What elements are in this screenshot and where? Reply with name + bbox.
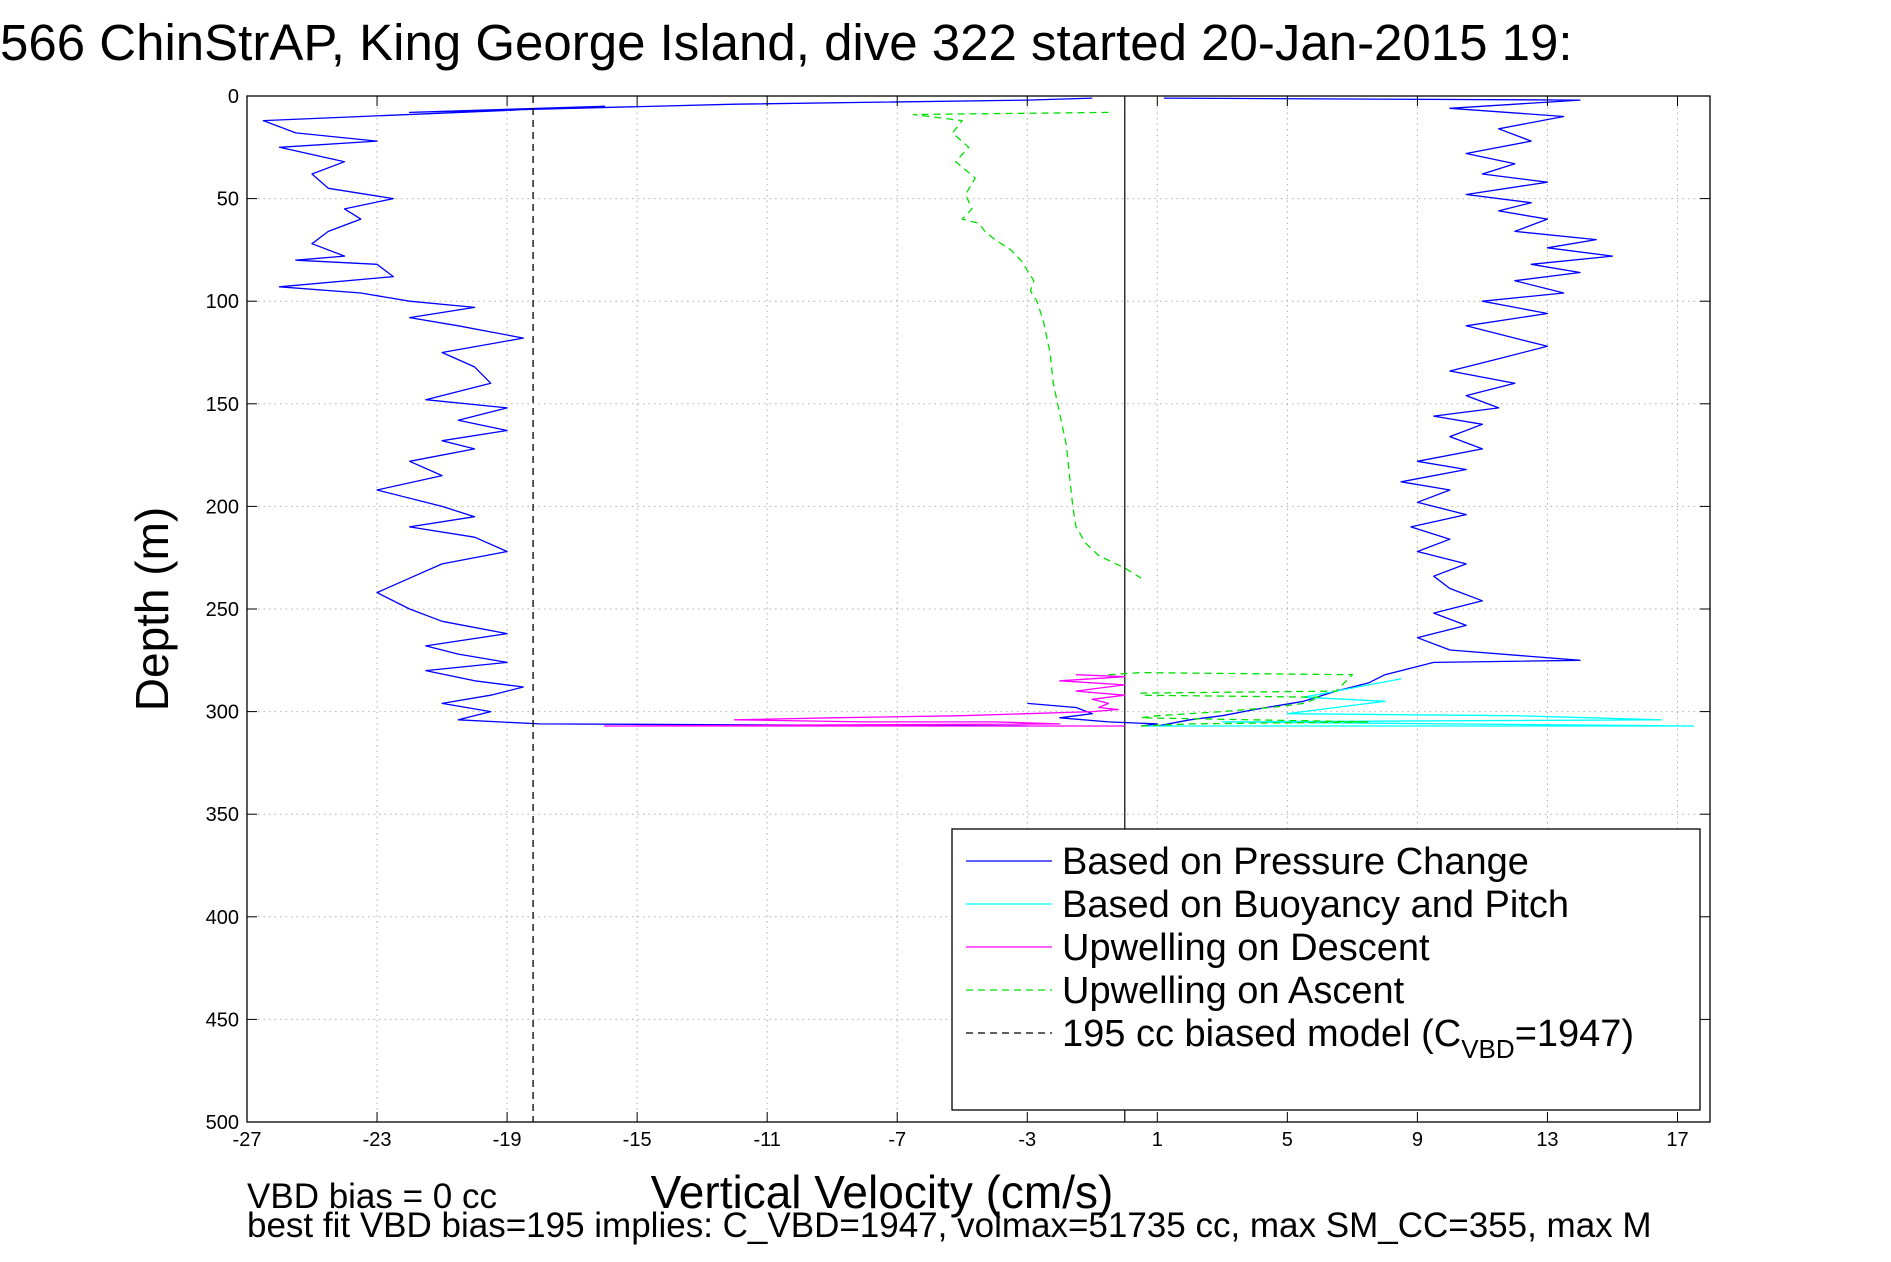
x-tick-label: 5 [1282,1129,1293,1151]
vbd-bias-note: VBD bias = 0 cc [247,1177,497,1216]
y-tick-label: 150 [206,394,239,416]
y-tick-label: 250 [206,599,239,621]
y-axis-title: Depth (m) [126,507,178,711]
best-fit-note: best fit VBD bias=195 implies: C_VBD=194… [247,1206,1652,1245]
x-tick-label: 9 [1412,1129,1423,1151]
y-tick-label: 350 [206,804,239,826]
y-tick-label: 100 [206,291,239,313]
x-tick-label: -3 [1018,1129,1036,1151]
legend-label: Upwelling on Ascent [1062,970,1405,1012]
x-tick-label: -23 [363,1129,392,1151]
x-tick-label: 17 [1666,1129,1688,1151]
x-axis-title: Vertical Velocity (cm/s) [651,1166,1114,1218]
series-line-upwelling-on-descent [603,674,1126,727]
x-axis-ticks: -27 -23 -19 -15 -11 -7 -3 1 5 9 13 17 [233,96,1689,1151]
series-line-based-on-pressure-change [1027,702,1158,727]
series-line-upwelling-on-ascent [912,111,1142,579]
y-tick-label: 300 [206,702,239,724]
legend-label: Based on Pressure Change [1062,841,1529,883]
x-tick-label: -27 [233,1129,262,1151]
x-tick-label: -19 [493,1129,522,1151]
y-tick-label: 200 [206,496,239,518]
y-tick-label: 0 [228,86,239,108]
plot-series [262,96,1695,1122]
series-line-based-on-pressure-change [262,97,1093,727]
legend-label: Based on Buoyancy and Pitch [1062,884,1569,926]
x-tick-label: -11 [753,1129,780,1151]
series-line-based-on-pressure-change [1157,97,1614,727]
y-tick-label: 500 [206,1112,239,1134]
legend-label: Upwelling on Descent [1062,927,1430,969]
x-tick-label: 13 [1536,1129,1558,1151]
series-line-upwelling-on-ascent [1108,671,1370,727]
y-tick-label: 50 [217,189,239,211]
x-tick-label: 1 [1152,1129,1163,1151]
series-line-based-on-buoyancy-and-pitch [1141,678,1695,727]
y-tick-label: 450 [206,1009,239,1031]
chart-title: 566 ChinStrAP, King George Island, dive … [0,14,1573,71]
x-tick-label: -15 [623,1129,652,1151]
y-axis-ticks: 0 50 100 150 200 250 300 350 400 450 500 [206,86,1710,1134]
legend-box [951,828,1701,1111]
y-tick-label: 400 [206,907,239,929]
x-tick-label: -7 [888,1129,906,1151]
